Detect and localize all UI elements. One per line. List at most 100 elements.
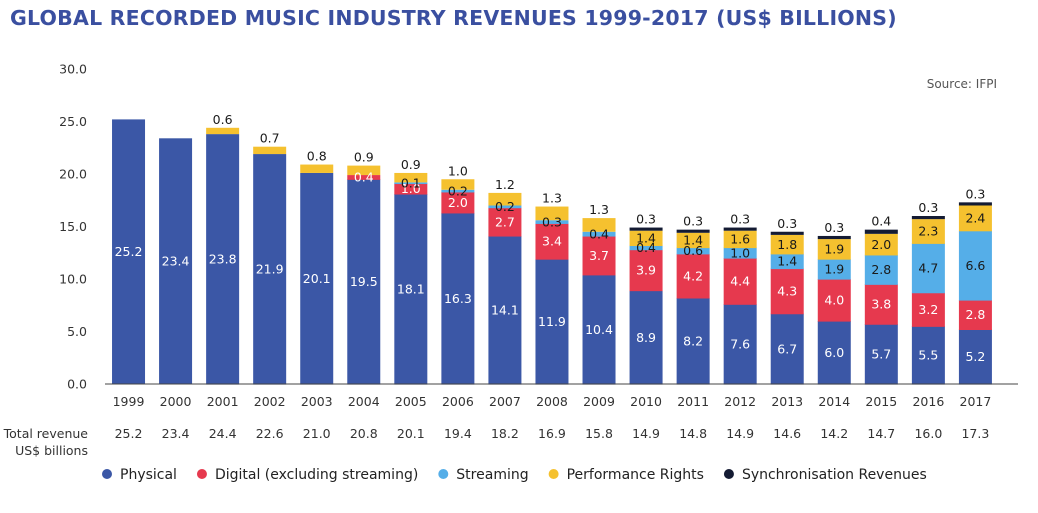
data-label: 0.7 [260,131,280,146]
legend-item: Digital (excluding streaming) [196,467,418,483]
data-label: 2.0 [871,237,891,252]
bar-segment [347,165,381,176]
bar-stack-2017: 5.2 2.8 6.6 2.4 0.3 [958,186,992,385]
data-label: 8.9 [636,330,656,345]
data-label: 4.2 [683,268,703,283]
legend-swatch [438,469,449,479]
data-label: 0.4 [589,226,609,241]
data-label: 16.3 [444,291,472,306]
bar-segment [958,300,992,330]
data-label: 0.3 [542,214,562,229]
total-revenue-value: 14.2 [820,426,848,441]
bar-segment [535,206,569,221]
y-tick-label: 15.0 [59,219,87,234]
bar-segment [770,231,804,235]
legend-swatch [723,469,734,479]
data-label: 3.9 [636,263,656,278]
bar-segment [300,164,334,173]
legend-label: Physical [120,467,177,483]
legend-label: Synchronisation Revenues [742,467,927,483]
bar-stack-2009: 10.4 3.7 0.4 1.3 [582,202,616,385]
data-label: 19.5 [350,274,378,289]
x-tick-label: 2005 [395,394,427,409]
bar-segment [723,247,757,259]
data-label: 0.8 [307,149,327,164]
bar-stack-2002: 21.9 0.7 [253,131,287,385]
data-label: 1.4 [683,233,703,248]
data-label: 2.4 [965,211,985,226]
data-label: 0.3 [730,212,750,227]
bar-segment [347,175,381,180]
data-label: 0.2 [495,199,515,214]
bar-segment [911,243,945,294]
data-label: 1.3 [542,191,562,206]
bar-segment [582,218,616,232]
data-label: 0.3 [965,186,985,201]
data-label: 14.1 [491,302,519,317]
bar-segment [676,229,710,233]
bar-segment [535,259,569,385]
data-label: 0.3 [636,212,656,227]
x-tick-label: 2015 [865,394,897,409]
bar-segment [582,235,616,276]
x-tick-label: 2011 [677,394,709,409]
data-label: 1.0 [448,163,468,178]
data-label: 0.3 [777,216,797,231]
data-label: 3.8 [871,297,891,312]
x-tick-label: 2012 [724,394,756,409]
bar-segment [394,182,428,185]
legend-swatch [102,469,112,479]
bar-segment [629,245,663,251]
bar-stack-1999: 25.2 [112,119,146,385]
data-label: 0.4 [354,170,374,185]
data-label: 4.3 [777,284,797,299]
bar-segment [629,249,663,292]
bar-segment [629,290,663,385]
bars: 25.223.4 23.80.621.90.720.10.819.50.40.91… [112,112,992,385]
total-revenue-value: 14.8 [679,426,707,441]
data-label: 25.2 [115,244,143,259]
data-label: 3.7 [589,248,609,263]
bar-stack-2011: 8.2 4.2 0.61.4 0.3 [676,214,710,385]
y-tick-label: 25.0 [59,114,87,129]
bar-segment [817,239,851,260]
bar-segment [817,321,851,385]
x-tick-label: 2013 [771,394,803,409]
bar-segment [159,138,193,384]
data-label: 3.2 [918,302,938,317]
data-label: 10.4 [585,322,613,337]
legend-item: Performance Rights [548,467,704,483]
data-label: 0.1 [401,175,421,190]
total-revenue-value: 18.2 [491,426,519,441]
data-label: 5.7 [871,347,891,362]
data-label: 6.0 [824,345,844,360]
bar-segment [723,227,757,231]
data-label: 2.7 [495,214,515,229]
bar-segment [488,235,522,385]
bar-segment [723,230,757,249]
x-tick-label: 2007 [489,394,521,409]
total-revenue-value: 20.8 [350,426,378,441]
y-tick-label: 20.0 [59,167,87,182]
data-label: 1.4 [777,254,797,269]
x-tick-label: 1999 [113,394,145,409]
bar-segment [488,192,522,206]
data-label: 18.1 [397,281,425,296]
legend-item: Synchronisation Revenues [723,467,927,483]
x-tick-label: 2006 [442,394,474,409]
bar-segment [723,258,757,305]
bar-stack-2013: 6.7 4.3 1.4 1.8 0.3 [770,216,804,385]
bar-segment [958,329,992,385]
bar-segment [394,193,428,385]
data-label: 0.2 [448,183,468,198]
bar-segment [441,191,475,214]
data-label: 1.3 [589,202,609,217]
bar-segment [864,284,898,325]
total-revenue-value: 15.8 [585,426,613,441]
data-label: 0.4 [871,214,891,229]
bar-segment [394,172,428,183]
bar-stack-2007: 14.1 2.70.2 1.2 [488,177,522,385]
total-revenue-value: 23.4 [162,426,190,441]
bar-stack-2000: 23.4 [159,138,193,384]
